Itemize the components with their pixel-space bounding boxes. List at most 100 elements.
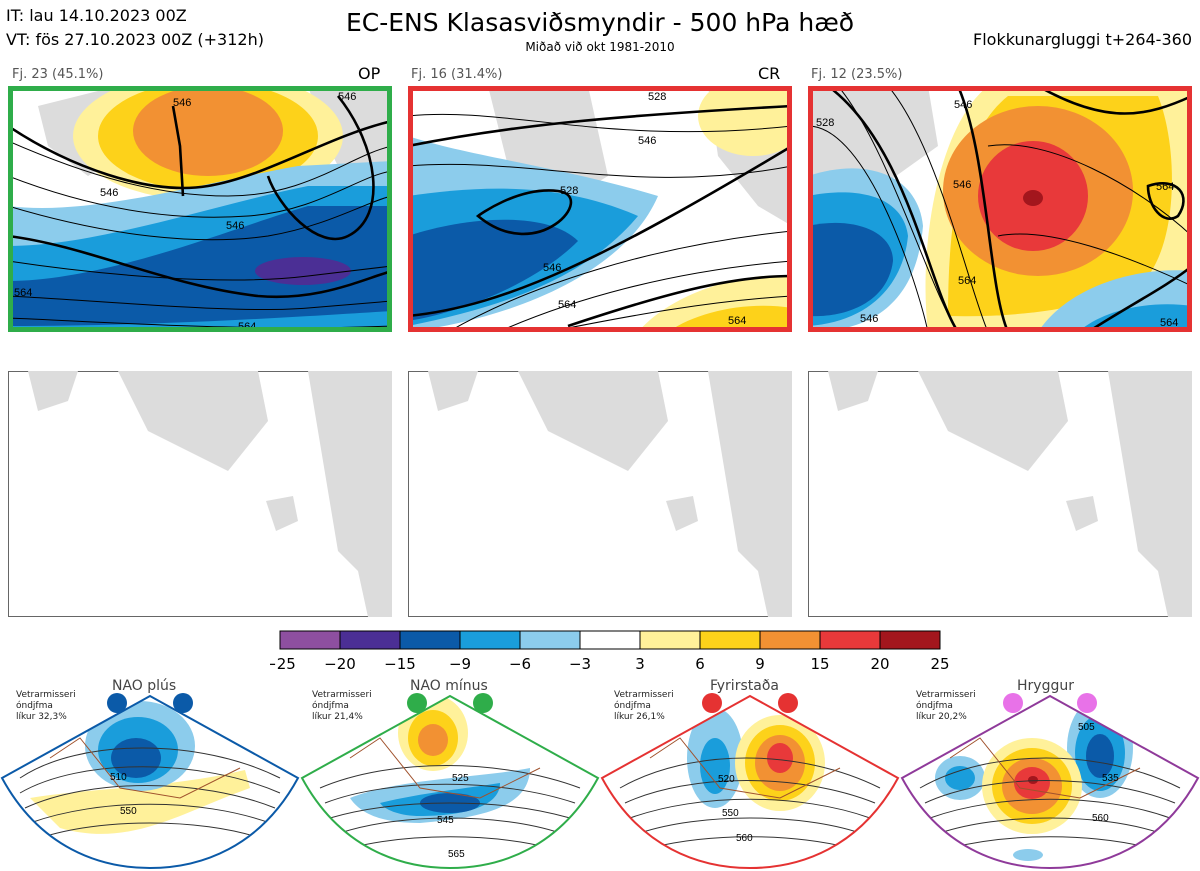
regime-ridge: Hryggur Vetrarmisseri óndjfma líkur 20,2…	[900, 678, 1200, 871]
regime-note: Vetrarmisseri	[614, 690, 674, 700]
regime-note: Vetrarmisseri	[16, 690, 76, 700]
contour-label: 528	[560, 185, 578, 197]
contour-label: 520	[718, 774, 735, 785]
classification-window: Flokkunargluggi t+264-360	[973, 30, 1192, 49]
land	[666, 496, 698, 531]
contour-label: 550	[722, 808, 739, 819]
colorbar-tick-label: −25	[270, 655, 296, 673]
cluster-3-frame	[808, 86, 1192, 332]
contour-label: 546	[338, 91, 356, 103]
page-title: EC-ENS Klasasviðsmyndir - 500 hPa hæð	[345, 8, 855, 37]
colorbar-swatch	[579, 630, 641, 650]
regime-note: líkur 26,1%	[614, 712, 665, 722]
contour-label: 564	[1156, 181, 1174, 193]
contour-label: 564	[558, 299, 576, 311]
regime-note: óndjfma	[916, 701, 953, 711]
contour-label: 546	[173, 97, 191, 109]
regime-title: NAO plús	[112, 678, 177, 694]
colorbar: −25 −20 −15 −9 −6 −3 3 6 9 15 20 25	[270, 630, 950, 673]
colorbar-swatch	[819, 630, 881, 650]
cluster-3-map: 546 528 546 564 546 564 564	[808, 86, 1192, 332]
colorbar-swatch	[399, 630, 461, 650]
anomaly-yellow	[698, 86, 792, 156]
contour-label: 564	[958, 275, 976, 287]
cluster-2-label: Fj. 16 (31.4%)	[411, 67, 503, 82]
colorbar-swatch	[519, 630, 581, 650]
contour-label: 528	[648, 91, 666, 103]
regime-note: líkur 20,2%	[916, 712, 967, 722]
contour-label: 564	[1160, 317, 1178, 329]
contour-label: 560	[1092, 813, 1109, 824]
cluster-2-tag: CR	[758, 64, 781, 83]
cluster-2-frame	[408, 86, 792, 332]
base-map-3	[808, 371, 1192, 617]
colorbar-tick-label: −3	[569, 655, 591, 673]
contour-label: 546	[100, 187, 118, 199]
land	[1066, 496, 1098, 531]
land	[518, 371, 668, 471]
land	[118, 371, 268, 471]
regime-note: líkur 21,4%	[312, 712, 363, 722]
land	[266, 496, 298, 531]
land	[708, 371, 792, 617]
colorbar-swatch	[459, 630, 521, 650]
regime-note: Vetrarmisseri	[312, 690, 372, 700]
contour-label: 546	[954, 99, 972, 111]
land	[308, 371, 392, 617]
regime-note: líkur 32,3%	[16, 712, 67, 722]
regime-blocking: Fyrirstaða Vetrarmisseri óndjfma líkur 2…	[600, 678, 900, 871]
contour-label: 505	[1078, 722, 1095, 733]
regime-title: Hryggur	[1017, 678, 1074, 694]
cluster-3-label: Fj. 12 (23.5%)	[811, 67, 903, 82]
contour-label: 528	[816, 117, 834, 129]
colorbar-swatch	[879, 630, 941, 650]
colorbar-tick-label: 15	[810, 655, 829, 673]
colorbar-tick-label: 6	[695, 655, 705, 673]
contour-label: 546	[543, 262, 561, 274]
contour-label: 535	[1102, 773, 1119, 784]
colorbar-tick-label: −20	[324, 655, 356, 673]
contour-label: 510	[110, 772, 127, 783]
regime-note: óndjfma	[16, 701, 53, 711]
regime-title: NAO mínus	[410, 678, 488, 694]
cluster-1-label: Fj. 23 (45.1%)	[12, 67, 104, 82]
cluster-2-map: 528 546 546 564 564 528	[408, 86, 792, 332]
land	[918, 371, 1068, 471]
colorbar-swatch	[759, 630, 821, 650]
regime-nao-plus: NAO plús Vetrarmisseri óndjfma líkur 32,…	[0, 678, 300, 871]
contour-label: 564	[238, 321, 256, 332]
contour-label: 550	[120, 806, 137, 817]
anomaly-east-blue-2	[1078, 304, 1192, 332]
contour-label: 546	[860, 313, 878, 325]
regime-note: óndjfma	[312, 701, 349, 711]
cluster-1-frame	[8, 86, 392, 332]
colorbar-tick-label: 20	[870, 655, 889, 673]
anomaly-dark-blue	[408, 219, 578, 321]
base-map-2	[408, 371, 792, 617]
colorbar-swatch	[339, 630, 401, 650]
contour-label: 525	[452, 773, 469, 784]
anomaly-dark-blue	[808, 222, 893, 317]
regime-note: óndjfma	[614, 701, 651, 711]
colorbar-swatch	[699, 630, 761, 650]
colorbar-tick-label: 25	[930, 655, 949, 673]
anomaly-dark-red	[1023, 190, 1043, 206]
contour-label: 546	[638, 135, 656, 147]
regime-note: Vetrarmisseri	[916, 690, 976, 700]
page-subtitle: Miðað við okt 1981-2010	[525, 40, 675, 54]
contour-label: 546	[226, 220, 244, 232]
valid-time: VT: fös 27.10.2023 00Z (+312h)	[6, 30, 264, 49]
contour-label: 564	[14, 287, 32, 299]
init-time: IT: lau 14.10.2023 00Z	[6, 6, 187, 25]
cluster-1-tag: OP	[358, 64, 381, 83]
land	[28, 371, 78, 411]
colorbar-swatch	[639, 630, 701, 650]
cluster-1-map: 546 546 546 564 546 564	[8, 86, 392, 332]
contour-label: 545	[437, 815, 454, 826]
colorbar-tick-label: 9	[755, 655, 765, 673]
colorbar-tick-label: 3	[635, 655, 645, 673]
regime-nao-minus: NAO mínus Vetrarmisseri óndjfma líkur 21…	[300, 678, 600, 871]
colorbar-tick-label: −9	[449, 655, 471, 673]
regime-title: Fyrirstaða	[710, 678, 779, 694]
contour-label: 565	[448, 849, 465, 860]
